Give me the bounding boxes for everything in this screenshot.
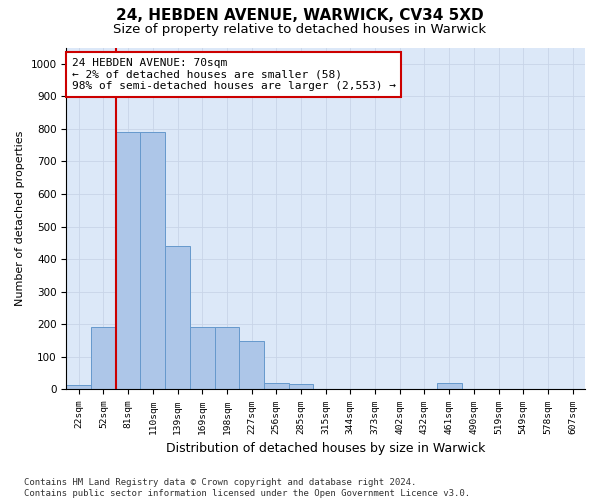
Y-axis label: Number of detached properties: Number of detached properties [15,131,25,306]
Bar [91,327,116,390]
Bar [264,383,289,390]
Bar [67,384,91,390]
Bar [140,132,165,390]
X-axis label: Distribution of detached houses by size in Warwick: Distribution of detached houses by size … [166,442,485,455]
Bar [215,327,239,390]
Text: 24, HEBDEN AVENUE, WARWICK, CV34 5XD: 24, HEBDEN AVENUE, WARWICK, CV34 5XD [116,8,484,22]
Bar [289,384,313,390]
Bar [190,327,215,390]
Text: 24 HEBDEN AVENUE: 70sqm
← 2% of detached houses are smaller (58)
98% of semi-det: 24 HEBDEN AVENUE: 70sqm ← 2% of detached… [71,58,395,91]
Bar [165,246,190,390]
Text: Contains HM Land Registry data © Crown copyright and database right 2024.
Contai: Contains HM Land Registry data © Crown c… [24,478,470,498]
Text: Size of property relative to detached houses in Warwick: Size of property relative to detached ho… [113,22,487,36]
Bar [437,383,461,390]
Bar [116,132,140,390]
Bar [239,341,264,390]
